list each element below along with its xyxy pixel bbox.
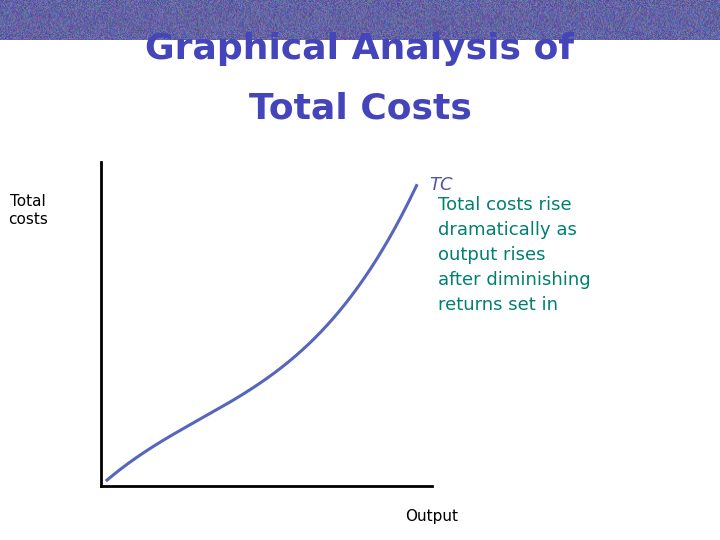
Text: Total costs rise
dramatically as
output rises
after diminishing
returns set in: Total costs rise dramatically as output … xyxy=(438,195,590,314)
Text: Total
costs: Total costs xyxy=(8,194,48,227)
Text: Output: Output xyxy=(405,509,459,524)
Text: TC: TC xyxy=(429,177,453,194)
Text: Total Costs: Total Costs xyxy=(248,92,472,126)
Text: Graphical Analysis of: Graphical Analysis of xyxy=(145,32,575,66)
